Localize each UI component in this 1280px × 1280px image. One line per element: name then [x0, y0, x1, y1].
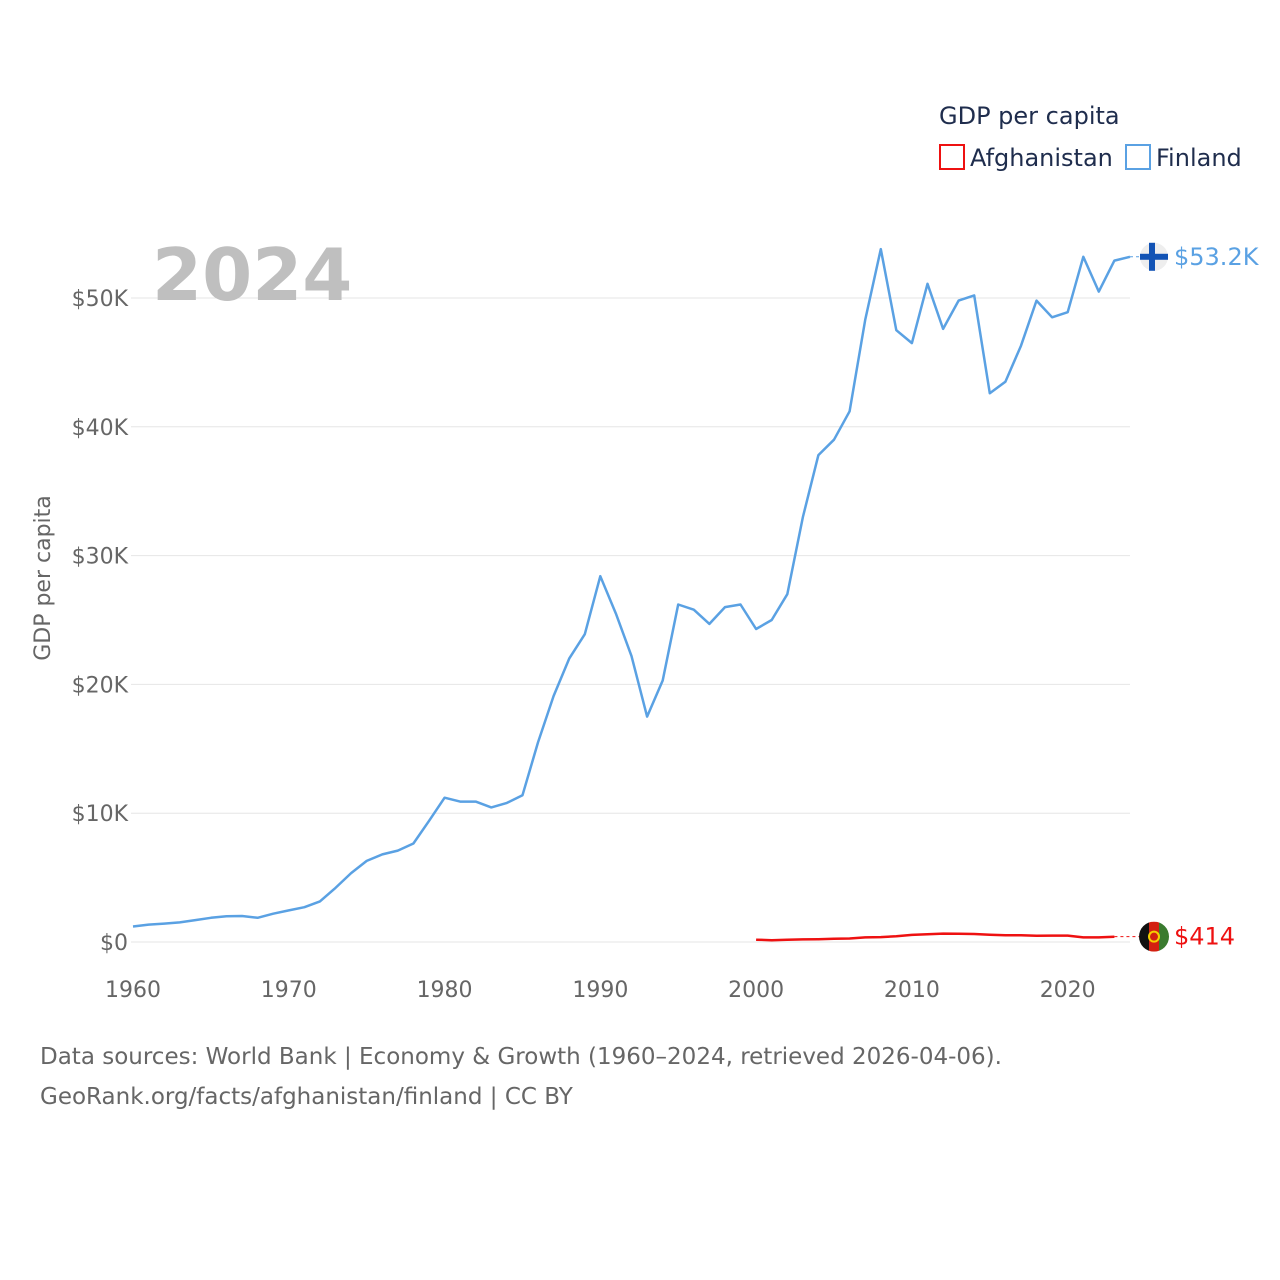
y-tick-label-3: $30K — [72, 545, 129, 570]
y-tick-label-0: $0 — [100, 931, 128, 956]
y-tick-label-5: $50K — [72, 287, 129, 312]
x-tick-label-4: 2000 — [728, 978, 784, 1003]
legend-label-finland: Finland — [1156, 144, 1242, 172]
legend: GDP per capita Afghanistan Finland — [939, 102, 1242, 172]
y-tick-label-4: $40K — [72, 416, 129, 441]
x-axis-ticks: 1960 1970 1980 1990 2000 2010 2020 — [105, 978, 1096, 1003]
x-tick-label-1: 1970 — [261, 978, 317, 1003]
legend-swatch-afghanistan — [939, 144, 965, 170]
x-tick-label-5: 2010 — [884, 978, 940, 1003]
y-axis-ticks: $0 $10K $20K $30K $40K $50K — [72, 287, 129, 956]
y-axis-title: GDP per capita — [31, 495, 56, 661]
legend-title: GDP per capita — [939, 102, 1120, 130]
x-tick-label-0: 1960 — [105, 978, 161, 1003]
data-source-text: Data sources: World Bank | Economy & Gro… — [40, 1044, 1002, 1070]
end-markers: $414 $53.2K — [1114, 242, 1260, 952]
legend-swatch-finland — [1125, 144, 1151, 170]
legend-item-finland[interactable]: Finland — [1125, 144, 1242, 172]
year-label: 2024 — [152, 233, 352, 317]
series-line-afghanistan — [756, 932, 1115, 942]
x-tick-label-2: 1980 — [417, 978, 473, 1003]
series-lines — [132, 247, 1131, 942]
end-value-label-finland: $53.2K — [1174, 243, 1260, 271]
legend-label-afghanistan: Afghanistan — [970, 144, 1113, 172]
credit-text: GeoRank.org/facts/afghanistan/finland | … — [40, 1084, 573, 1110]
y-tick-label-1: $10K — [72, 802, 129, 827]
afghanistan-flag-icon — [1139, 921, 1169, 952]
y-tick-label-2: $20K — [72, 673, 129, 698]
x-tick-label-6: 2020 — [1040, 978, 1096, 1003]
end-value-label-afghanistan: $414 — [1174, 923, 1235, 951]
finland-flag-icon — [1140, 242, 1168, 271]
grid-lines — [131, 297, 1130, 943]
series-line-finland — [132, 247, 1131, 928]
x-tick-label-3: 1990 — [572, 978, 628, 1003]
legend-item-afghanistan[interactable]: Afghanistan — [939, 144, 1113, 172]
